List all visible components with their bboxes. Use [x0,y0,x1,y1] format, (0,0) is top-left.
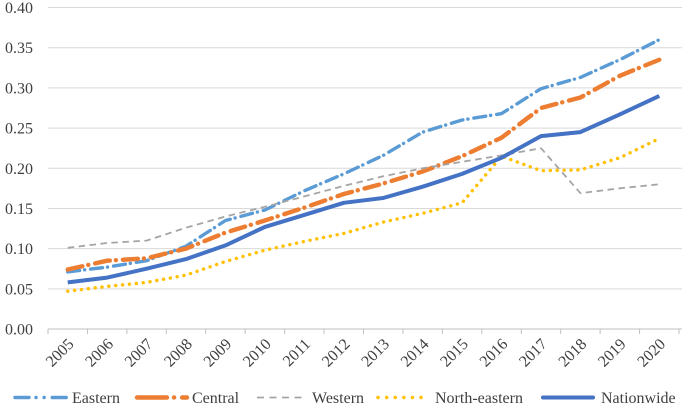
legend-label-central: Central [192,390,240,407]
gridlines [48,7,682,290]
y-tick-label: 0.20 [5,161,33,178]
y-tick-label: 0.05 [5,281,33,298]
x-tick-label: 2020 [634,336,669,371]
x-tick-label: 2007 [122,336,157,371]
legend: Eastern Central Western North-eastern Na… [13,390,676,407]
series-line-central [65,57,662,272]
x-tick-label: 2009 [201,336,236,371]
x-tick-label: 2014 [398,336,433,371]
legend-item-western: Western [257,390,364,407]
legend-label-eastern: Eastern [72,390,120,407]
x-tick-label: 2006 [82,336,117,371]
y-tick-label: 0.15 [5,201,33,218]
series-line-north-eastern [66,136,661,293]
legend-item-nationwide: Nationwide [541,390,676,407]
x-tick-label: 2010 [240,336,275,371]
legend-item-eastern: Eastern [13,390,120,407]
legend-label-nationwide: Nationwide [601,390,676,407]
y-tick-label: 0.10 [5,241,33,258]
y-tick-label: 0.00 [5,322,33,339]
y-axis-labels: 0.00 0.05 0.10 0.15 0.20 0.25 0.30 0.35 0.40 [5,0,33,339]
x-tick-label: 2012 [319,336,354,371]
x-tick-label: 2019 [595,336,630,371]
legend-item-north-eastern: North-eastern [376,390,523,407]
x-tick-label: 2005 [43,336,78,371]
x-tick-label: 2016 [477,336,512,371]
x-axis-labels: 2005 2006 2007 2008 2009 2010 2011 2012 2013 2014… [43,336,669,371]
x-axis [47,328,682,334]
y-tick-label: 0.30 [5,80,33,97]
y-tick-label: 0.35 [5,40,33,57]
x-tick-label: 2008 [161,336,196,371]
legend-item-central: Central [134,390,240,407]
x-tick-label: 2013 [358,336,393,371]
x-tick-label: 2011 [280,336,314,370]
x-tick-label: 2015 [437,336,472,371]
y-tick-label: 0.25 [5,121,33,138]
y-tick-label: 0.40 [5,0,33,17]
legend-label-western: Western [312,390,364,407]
series-line-nationwide [67,94,661,285]
legend-label-north-eastern: North-eastern [435,390,523,407]
x-tick-label: 2017 [516,336,551,371]
series-line-western [67,147,660,249]
plot-series [65,38,662,293]
x-tick-label: 2018 [556,336,591,371]
